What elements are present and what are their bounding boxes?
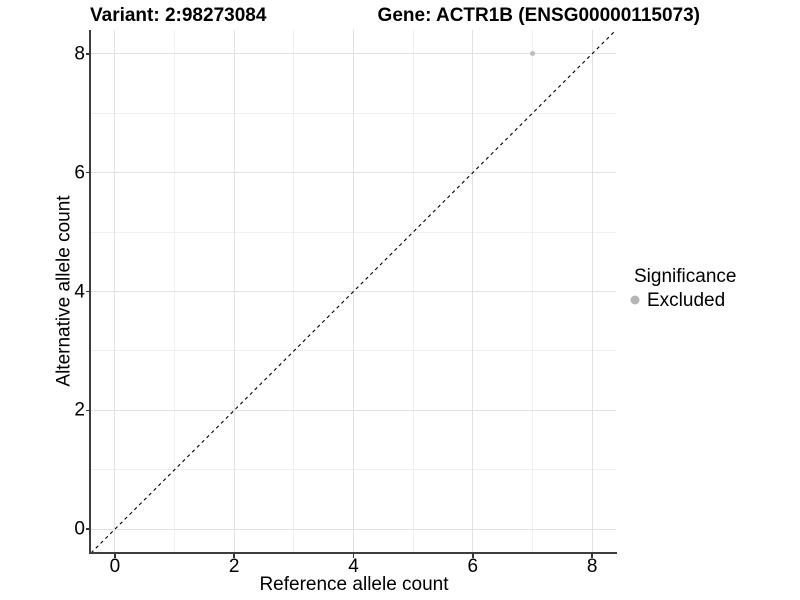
y-tick-label: 2 xyxy=(74,399,85,421)
x-axis-line xyxy=(90,552,617,554)
x-tick-mark xyxy=(233,554,235,558)
y-tick-label: 4 xyxy=(74,281,85,302)
gridline-y-major xyxy=(91,528,616,530)
y-tick-label: 6 xyxy=(74,162,85,184)
x-tick-label: 8 xyxy=(586,556,598,577)
legend-entry-excluded: Excluded xyxy=(626,289,736,311)
data-point xyxy=(529,51,535,57)
plot-title-gene: Gene: ACTR1B (ENSG00000115073) xyxy=(377,5,700,26)
x-tick-label: 4 xyxy=(348,556,359,577)
x-tick-mark xyxy=(472,554,474,558)
legend-entry-label: Excluded xyxy=(647,289,726,311)
x-tick-mark xyxy=(352,554,355,558)
y-tick-mark xyxy=(85,528,90,531)
x-tick-label: 0 xyxy=(109,556,121,577)
legend-title: Significance xyxy=(634,266,737,287)
gridline-y-major xyxy=(91,172,616,174)
x-axis-title: Reference allele count xyxy=(259,574,449,595)
y-axis-line xyxy=(89,29,92,554)
plot-title-variant: Variant: 2:98273084 xyxy=(90,5,267,26)
y-tick-label: 8 xyxy=(74,43,85,65)
y-axis-title: Alternative allele count xyxy=(53,195,75,387)
y-tick-mark xyxy=(85,409,90,412)
identity-reference-line xyxy=(91,30,616,553)
x-tick-label: 6 xyxy=(467,556,479,577)
y-tick-mark xyxy=(85,290,90,293)
legend: Significance Excluded xyxy=(626,265,736,311)
legend-point-icon xyxy=(630,295,639,305)
y-tick-mark xyxy=(85,171,90,174)
x-tick-label: 2 xyxy=(228,556,240,577)
legend-key-box xyxy=(626,292,643,309)
y-tick-label: 0 xyxy=(74,518,85,540)
y-tick-mark xyxy=(85,52,90,55)
gridline-y-major xyxy=(91,53,616,55)
x-tick-mark xyxy=(114,554,116,558)
gridline-y-major xyxy=(91,409,616,411)
x-tick-mark xyxy=(591,554,593,558)
